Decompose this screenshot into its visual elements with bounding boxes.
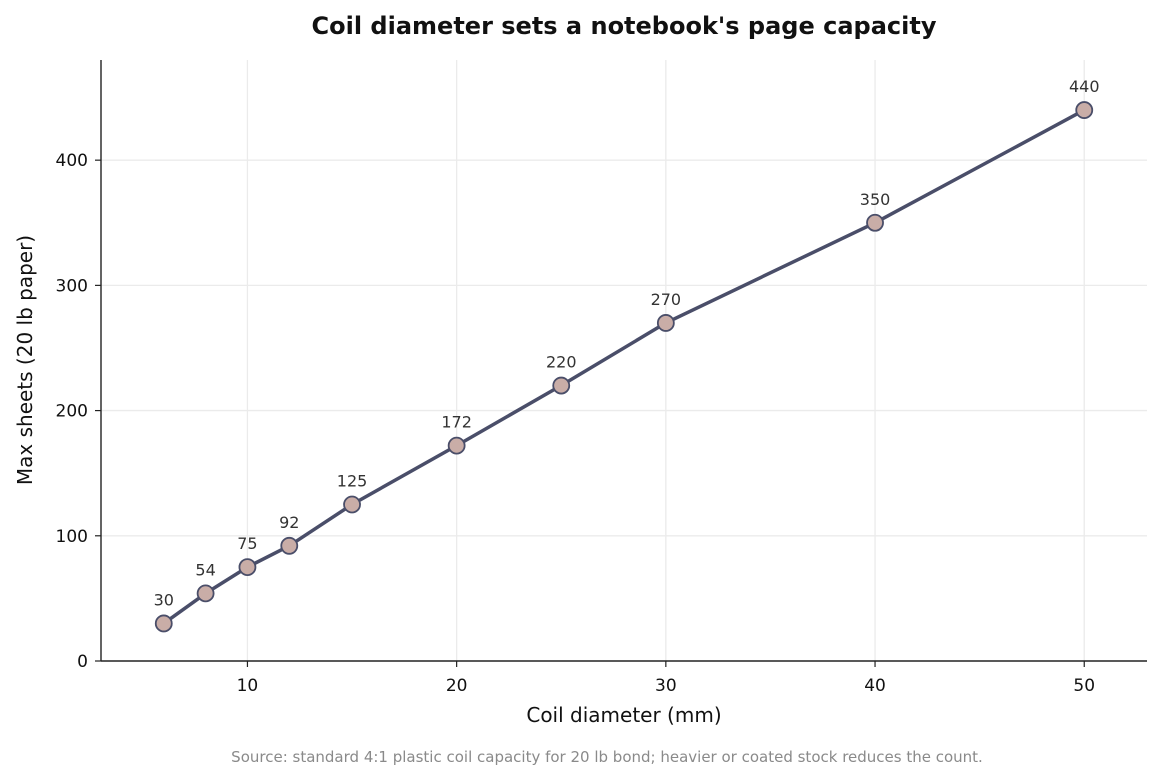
y-tick-label: 0 — [77, 652, 88, 672]
data-point — [656, 314, 675, 332]
data-label: 125 — [337, 471, 368, 490]
data-point — [447, 436, 466, 455]
y-tick-label: 400 — [56, 151, 88, 171]
x-tick-label: 20 — [446, 676, 468, 696]
data-label: 440 — [1069, 77, 1100, 96]
data-label: 172 — [441, 413, 472, 432]
data-point — [238, 558, 257, 576]
data-label: 75 — [237, 534, 257, 553]
data-label: 54 — [195, 560, 215, 579]
grid — [101, 60, 1147, 661]
axes: 10 20 30 40 50 0 100 200 300 400 — [56, 60, 1147, 696]
x-tick-label: 30 — [655, 676, 677, 696]
x-tick-label: 50 — [1073, 676, 1095, 696]
data-point — [196, 584, 215, 603]
series-line — [162, 108, 1086, 625]
y-axis-label: Max sheets (20 lb paper) — [13, 235, 37, 485]
chart-title: Coil diameter sets a notebook's page cap… — [312, 12, 937, 40]
x-axis-label: Coil diameter (mm) — [526, 703, 721, 727]
data-point — [280, 536, 299, 555]
x-tick-label: 40 — [864, 676, 886, 696]
series: 30 54 75 92 125 172 220 270 350 440 — [154, 77, 1100, 633]
data-label: 220 — [546, 353, 577, 372]
data-point — [866, 213, 884, 232]
data-point — [552, 376, 571, 395]
data-label: 270 — [651, 290, 682, 309]
y-tick-label: 200 — [56, 402, 88, 422]
data-point — [154, 614, 173, 633]
x-tick-label: 10 — [237, 676, 259, 696]
data-point — [343, 495, 361, 514]
y-tick-label: 300 — [56, 276, 88, 296]
data-label: 350 — [860, 190, 891, 209]
data-point — [1075, 101, 1094, 119]
data-label: 92 — [279, 513, 299, 532]
data-label: 30 — [154, 590, 174, 609]
y-tick-label: 100 — [56, 527, 88, 547]
source-note: Source: standard 4:1 plastic coil capaci… — [231, 748, 983, 766]
